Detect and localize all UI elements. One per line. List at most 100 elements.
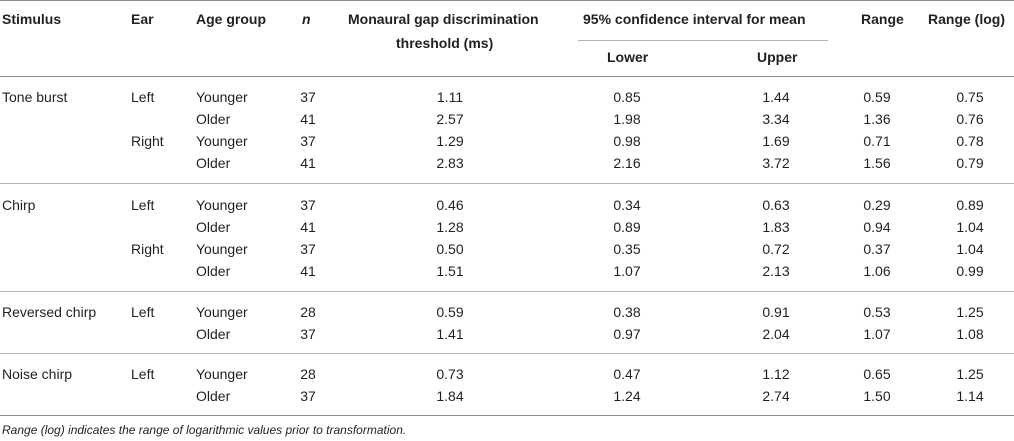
cell-age-group: Younger (196, 366, 248, 382)
cell-lower: 0.89 (613, 219, 641, 235)
cell-range-log: 0.76 (956, 111, 984, 127)
cell-n: 37 (300, 388, 316, 404)
cell-range: 1.36 (863, 111, 891, 127)
cell-threshold: 0.59 (436, 304, 464, 320)
cell-age-group: Older (196, 263, 231, 279)
top-rule (0, 0, 1014, 1)
header-upper: Upper (757, 49, 798, 65)
cell-range-log: 1.14 (956, 388, 984, 404)
cell-threshold: 0.73 (436, 366, 464, 382)
cell-stimulus: Tone burst (2, 89, 68, 105)
cell-upper: 0.63 (762, 197, 790, 213)
cell-range: 0.71 (863, 133, 891, 149)
header-n: n (302, 11, 311, 27)
cell-n: 28 (300, 366, 316, 382)
cell-lower: 0.34 (613, 197, 641, 213)
cell-range-log: 1.04 (956, 241, 984, 257)
cell-upper: 1.83 (762, 219, 790, 235)
ci-rule (578, 40, 828, 41)
cell-threshold: 1.11 (436, 89, 464, 105)
header-stimulus: Stimulus (2, 11, 62, 27)
cell-upper: 2.74 (762, 388, 790, 404)
cell-upper: 0.72 (762, 241, 790, 257)
cell-upper: 3.72 (762, 155, 790, 171)
cell-range: 0.94 (863, 219, 891, 235)
cell-range-log: 1.08 (956, 326, 984, 342)
cell-ear: Left (131, 366, 155, 382)
cell-upper: 1.12 (762, 366, 790, 382)
cell-lower: 0.38 (613, 304, 641, 320)
cell-upper: 1.69 (762, 133, 790, 149)
cell-n: 28 (300, 304, 316, 320)
cell-lower: 2.16 (613, 155, 641, 171)
cell-range: 0.53 (863, 304, 891, 320)
header-range: Range (861, 11, 904, 27)
cell-age-group: Younger (196, 197, 248, 213)
header-threshold-line2: threshold (ms) (396, 35, 494, 51)
header-age-group: Age group (196, 11, 266, 27)
cell-lower: 1.24 (613, 388, 641, 404)
cell-range: 1.56 (863, 155, 891, 171)
cell-threshold: 1.28 (436, 219, 464, 235)
cell-n: 37 (300, 241, 316, 257)
cell-age-group: Older (196, 388, 231, 404)
cell-ear: Right (131, 241, 164, 257)
cell-lower: 1.07 (613, 263, 641, 279)
cell-range-log: 1.04 (956, 219, 984, 235)
header-range-log: Range (log) (928, 11, 1005, 27)
cell-age-group: Younger (196, 89, 248, 105)
cell-stimulus: Reversed chirp (2, 304, 97, 320)
header-ci: 95% confidence interval for mean (583, 11, 806, 27)
cell-lower: 0.85 (613, 89, 641, 105)
table-footnote: Range (log) indicates the range of logar… (2, 423, 407, 437)
cell-n: 41 (300, 219, 316, 235)
cell-stimulus: Chirp (2, 197, 36, 213)
cell-upper: 2.04 (762, 326, 790, 342)
cell-range: 0.29 (863, 197, 891, 213)
group-rule-2 (0, 291, 1014, 292)
cell-n: 41 (300, 155, 316, 171)
header-ear: Ear (131, 11, 154, 27)
cell-threshold: 0.50 (436, 241, 464, 257)
group-rule-3 (0, 353, 1014, 354)
cell-range: 1.50 (863, 388, 891, 404)
cell-ear: Left (131, 304, 155, 320)
header-rule (0, 76, 1014, 77)
cell-range-log: 1.25 (956, 366, 984, 382)
cell-age-group: Older (196, 326, 231, 342)
cell-ear: Left (131, 89, 155, 105)
cell-threshold: 1.41 (436, 326, 464, 342)
cell-ear: Right (131, 133, 164, 149)
cell-range-log: 1.25 (956, 304, 984, 320)
cell-threshold: 2.83 (436, 155, 464, 171)
cell-threshold: 1.84 (436, 388, 464, 404)
cell-n: 41 (300, 111, 316, 127)
cell-range: 0.37 (863, 241, 891, 257)
cell-age-group: Older (196, 111, 231, 127)
cell-lower: 1.98 (613, 111, 641, 127)
cell-age-group: Younger (196, 241, 248, 257)
cell-threshold: 1.29 (436, 133, 464, 149)
cell-ear: Left (131, 197, 155, 213)
cell-lower: 0.97 (613, 326, 641, 342)
group-rule-1 (0, 183, 1014, 184)
cell-range-log: 0.79 (956, 155, 984, 171)
cell-age-group: Younger (196, 304, 248, 320)
cell-n: 37 (300, 197, 316, 213)
cell-upper: 2.13 (762, 263, 790, 279)
cell-n: 37 (300, 89, 316, 105)
cell-range: 1.07 (863, 326, 891, 342)
cell-lower: 0.98 (613, 133, 641, 149)
cell-upper: 0.91 (762, 304, 790, 320)
cell-range: 0.59 (863, 89, 891, 105)
cell-range-log: 0.75 (956, 89, 984, 105)
header-lower: Lower (607, 49, 649, 65)
cell-lower: 0.35 (613, 241, 641, 257)
bottom-rule (0, 415, 1014, 416)
cell-n: 37 (300, 133, 316, 149)
cell-age-group: Older (196, 219, 231, 235)
cell-age-group: Older (196, 155, 231, 171)
cell-range-log: 0.89 (956, 197, 984, 213)
cell-n: 41 (300, 263, 316, 279)
